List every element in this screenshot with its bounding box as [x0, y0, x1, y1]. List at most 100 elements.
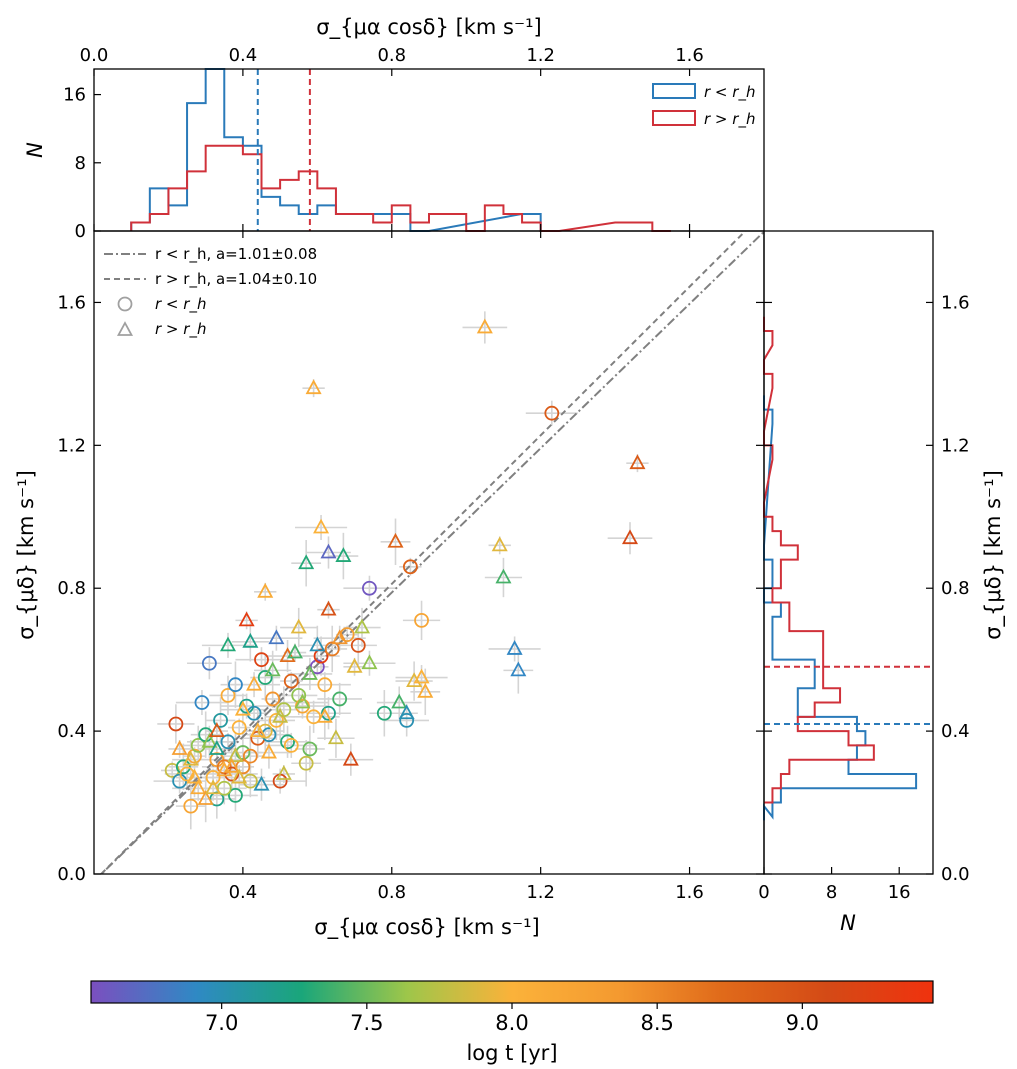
- point-inner: [213, 712, 228, 728]
- y-tick-label: 1.2: [57, 435, 86, 456]
- colorbar: 7.0 7.5 8.0 8.5 9.0 log t [yr]: [90, 980, 934, 1065]
- point-outer: [298, 554, 315, 570]
- right-y-tick-label: 0.4: [941, 721, 970, 742]
- top-hist-step-1: [130, 144, 671, 232]
- point-inner: [544, 405, 560, 421]
- fit-lines: [99, 231, 764, 874]
- error-bars: [153, 311, 653, 830]
- legend-fit-inner: r < r_h, a=1.01±0.08: [155, 245, 317, 264]
- top-y-tick-label: 8: [75, 153, 86, 174]
- colorbar-tick-label: 8.5: [640, 1011, 673, 1035]
- right-x-tick-label: 16: [888, 882, 911, 903]
- right-y-tick-label: 1.2: [941, 435, 970, 456]
- point-inner: [183, 798, 199, 814]
- colorbar-tick-label: 8.0: [495, 1011, 528, 1035]
- point-outer: [327, 729, 344, 745]
- point-inner: [350, 637, 366, 653]
- point-inner: [265, 691, 281, 707]
- top-y-tick-label: 16: [63, 85, 86, 106]
- point-outer: [476, 318, 493, 334]
- point-outer: [398, 704, 415, 720]
- y-tick-label: 0.0: [57, 864, 86, 885]
- point-inner: [220, 687, 236, 703]
- point-inner: [257, 723, 273, 739]
- right-histogram-ylabel: σ_{μδ} [km s⁻¹]: [981, 470, 1006, 640]
- point-outer: [309, 636, 326, 652]
- point-outer: [231, 768, 248, 784]
- point-inner: [399, 712, 415, 728]
- point-outer: [253, 775, 270, 791]
- y-tick-label: 0.8: [57, 578, 86, 599]
- scatter-ticks: 0.4 0.8 1.2 1.6 0.0 0.4 0.8 1.2 1.6: [57, 231, 704, 903]
- x-tick-label: 0.8: [377, 882, 406, 903]
- point-outer: [208, 740, 225, 755]
- right-y-tick-label: 0.0: [941, 864, 970, 885]
- point-outer: [205, 779, 222, 795]
- scatter-legend: r < r_h, a=1.01±0.08 r > r_h, a=1.04±0.1…: [104, 245, 317, 339]
- top-histogram-xlabel: σ_{μα cosδ} [km s⁻¹]: [316, 15, 541, 40]
- point-inner: [257, 670, 273, 685]
- legend-marker-inner: r < r_h: [155, 295, 206, 314]
- point-outer: [182, 750, 199, 766]
- point-outer: [294, 693, 311, 709]
- top-histogram-legend: r < r_h r > r_h: [652, 83, 755, 129]
- right-y-tick-label: 0.8: [941, 578, 970, 599]
- point-inner: [402, 559, 418, 575]
- right-histogram-medians: [764, 665, 933, 725]
- point-outer: [275, 765, 292, 780]
- point-inner: [280, 734, 295, 750]
- x-tick-label: 0.4: [229, 882, 258, 903]
- fit-line-0: [99, 231, 764, 874]
- point-outer: [208, 722, 225, 738]
- point-inner: [242, 773, 258, 789]
- right-x-tick-label: 8: [826, 882, 837, 903]
- point-outer: [313, 518, 330, 534]
- top-histogram: 0.0 0.4 0.8 1.2 1.6 0 8 16 σ_{μα cosδ} [km s⁻¹]…: [23, 15, 765, 242]
- point-outer: [316, 707, 333, 723]
- point-inner: [268, 712, 284, 728]
- point-outer: [290, 618, 307, 634]
- point-outer: [227, 747, 244, 763]
- point-outer: [223, 757, 240, 773]
- point-inner: [324, 641, 340, 657]
- right-histogram-xlabel: N: [840, 911, 856, 935]
- point-inner: [231, 720, 247, 735]
- top-histogram-frame: [93, 68, 765, 232]
- point-inner: [283, 738, 299, 753]
- legend-label-inner: r < r_h: [704, 83, 755, 102]
- point-outer: [342, 750, 359, 766]
- legend-swatch-outer: [652, 110, 696, 126]
- top-histogram-medians: [256, 69, 311, 231]
- point-outer: [413, 668, 430, 684]
- point-outer: [257, 582, 274, 598]
- point-inner: [168, 716, 184, 732]
- top-histogram-bars: [130, 68, 671, 232]
- colorbar-label: log t [yr]: [466, 1041, 557, 1065]
- point-outer: [491, 536, 508, 552]
- legend-marker-outer: r > r_h: [155, 320, 206, 339]
- point-outer: [629, 454, 646, 470]
- point-outer: [506, 640, 523, 655]
- x-tick-label: 1.2: [526, 882, 555, 903]
- legend-triangle-marker: [116, 321, 134, 336]
- y-tick-label: 1.6: [57, 292, 86, 313]
- point-outer: [286, 643, 304, 659]
- point-outer: [391, 693, 408, 709]
- colorbar-gradient: [90, 980, 934, 1004]
- point-outer: [387, 532, 404, 548]
- point-outer: [305, 379, 322, 395]
- point-outer: [171, 740, 188, 755]
- point-outer: [268, 629, 285, 645]
- fit-line-1: [99, 231, 747, 874]
- point-outer: [510, 661, 527, 677]
- point-outer: [201, 732, 218, 748]
- point-inner: [220, 734, 236, 750]
- point-inner: [201, 655, 217, 671]
- y-tick-label: 0.4: [57, 721, 86, 742]
- point-inner: [317, 677, 333, 693]
- colorbar-tick-label: 9.0: [786, 1011, 819, 1035]
- legend-label-outer: r > r_h: [704, 110, 755, 129]
- point-inner: [190, 738, 206, 753]
- point-outer: [190, 779, 207, 795]
